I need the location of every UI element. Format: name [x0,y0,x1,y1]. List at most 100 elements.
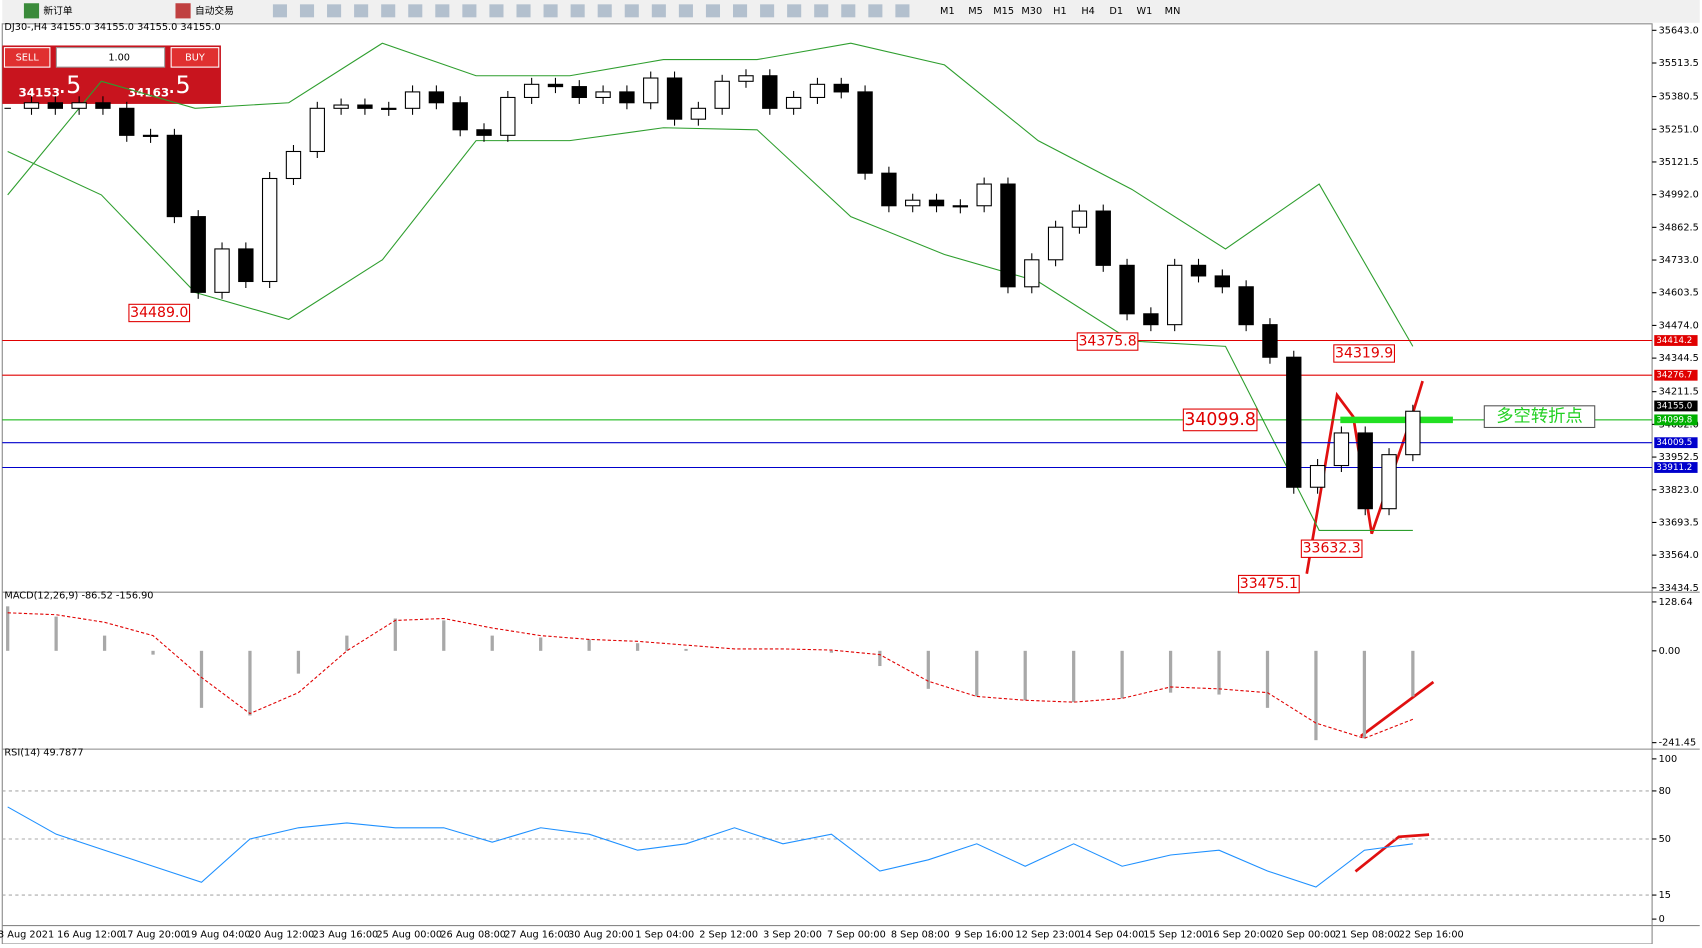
y-tick-label: 35513.5 [1659,58,1699,69]
candle-body [357,104,373,109]
candle-body [1286,356,1302,488]
macd-bar [54,616,58,651]
candle-body [238,248,254,283]
tool-icon [651,4,666,18]
tool-icon [868,4,883,18]
x-tick-label: 7 Sep 00:00 [827,929,886,940]
tool-icon [516,4,531,18]
candle-body [285,150,302,180]
bollinger-band [7,42,1414,347]
candle-body [404,91,421,109]
candle-body [619,91,635,104]
annotation-box [1300,539,1363,558]
candle-body [571,86,587,99]
pivot-label: 多空转折点 [1496,407,1583,427]
macd-bar [393,618,397,651]
y-tick-label: 35251.0 [1659,124,1699,135]
annotation-box [1333,344,1395,363]
timeframe-button[interactable]: W1 [1136,6,1152,17]
timeframe-button[interactable]: H4 [1081,6,1095,17]
tool-icon [597,4,612,18]
candle-body [547,83,564,88]
candle-body [928,199,945,207]
buy-button[interactable] [170,47,220,68]
tool-icon [327,4,342,18]
y-tick-label: 34474.0 [1659,320,1699,331]
candle-body [952,205,969,208]
candle-body [595,91,611,99]
x-tick-label: 30 Aug 20:00 [568,929,634,940]
sell-text: SELL [16,52,40,63]
x-tick-label: 9 Sep 16:00 [955,929,1014,940]
y-tick-label: 15 [1659,890,1671,901]
candle-body [214,248,230,293]
y-tick-label: 33564.0 [1659,550,1699,561]
candle-body [1262,324,1278,358]
timeframe-button[interactable]: M1 [940,6,955,17]
bid-main: 34153 [19,86,60,100]
toolbar-button[interactable]: 自动交易 [195,4,234,17]
tool-icon [760,4,775,18]
candle-body [690,107,707,120]
sell-button[interactable] [3,47,51,68]
annotation-label: 33475.1 [1240,576,1298,592]
level-label: 34009.5 [1656,438,1692,448]
macd-bar [1314,650,1318,741]
tool-icon [435,4,450,18]
timeframe-button[interactable]: D1 [1109,6,1123,17]
candle-body [476,129,492,136]
macd-bar [151,650,155,655]
candle-body [1047,226,1064,261]
tool-icon [814,4,829,18]
tool-icon [705,4,721,18]
annotation-box [1182,408,1258,432]
timeframe-button[interactable]: H1 [1053,6,1067,17]
panel-title: DJ30-,H4 34155.0 34155.0 34155.0 34155.0 [4,22,220,33]
x-tick-label: 19 Aug 04:00 [185,929,251,940]
macd-bar [975,650,979,697]
y-tick-label: 34603.5 [1659,288,1699,299]
candle-body [523,83,540,99]
candle-body [905,199,921,207]
level-tag [1654,462,1698,473]
macd-bar [102,635,107,651]
macd-bar [248,650,252,716]
current-price-label: 34155.0 [1656,401,1692,411]
tool-icon [299,4,315,18]
rsi-arrow [1354,833,1430,873]
annotation-label: 34489.0 [130,305,188,321]
buy-text: BUY [185,52,205,63]
toolbar-button[interactable]: 新订单 [43,4,72,17]
candle-body [785,96,802,109]
macd-bar [635,643,640,651]
timeframe-button[interactable]: M15 [993,6,1014,17]
annotation-label: 34099.8 [1184,410,1256,430]
y-tick-label: 80 [1659,786,1671,797]
timeframe-button[interactable]: MN [1165,6,1181,17]
tool-icon [895,4,910,18]
candle-body [1095,210,1111,266]
candle-body [1357,432,1373,510]
tool-icon [272,4,287,18]
candle-body [809,83,826,99]
lot-input[interactable] [55,47,166,68]
macd-arrow [1360,680,1435,738]
timeframe-button[interactable]: M30 [1021,6,1042,17]
tool-icon [624,4,639,18]
panel-title: RSI(14) 49.7877 [4,747,83,758]
macd-bar [442,620,446,651]
x-tick-label: 1 Sep 04:00 [635,929,694,940]
candle-body [500,96,516,136]
timeframe-button[interactable]: M5 [968,6,983,17]
candle-body [1214,275,1231,288]
y-tick-label: 0 [1659,914,1665,925]
y-tick-label: 33823.0 [1659,485,1699,496]
macd-bar [1362,650,1367,739]
candle-body [976,183,992,207]
candle-body [1143,313,1159,326]
candle-body [190,216,206,293]
candle-body [1071,210,1088,228]
x-tick-label: 20 Aug 12:00 [249,929,315,940]
tool-icon [543,4,558,18]
